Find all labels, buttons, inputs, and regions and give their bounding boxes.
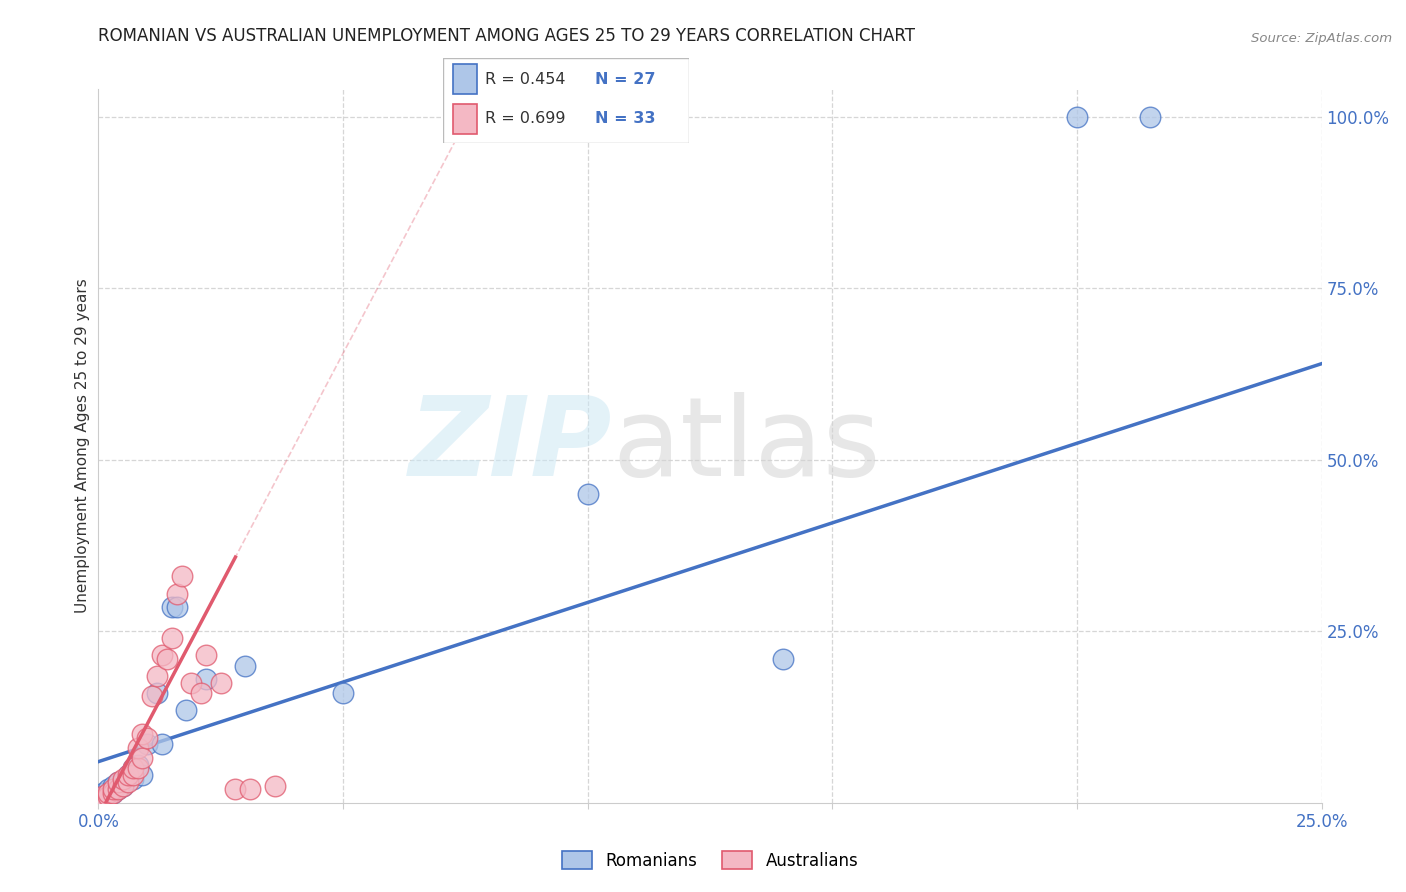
Point — [101, 779, 124, 793]
FancyBboxPatch shape — [443, 58, 689, 143]
Point — [224, 782, 246, 797]
Point — [107, 782, 129, 797]
Point — [131, 768, 153, 782]
Point — [117, 775, 139, 789]
Point — [127, 762, 149, 776]
Point — [97, 785, 120, 799]
Point — [233, 658, 256, 673]
Point — [131, 727, 153, 741]
Point — [195, 673, 218, 687]
Point — [195, 648, 218, 663]
Point — [160, 631, 183, 645]
Point — [131, 751, 153, 765]
Point — [332, 686, 354, 700]
Text: N = 33: N = 33 — [596, 112, 657, 127]
Point — [239, 782, 262, 797]
Text: N = 27: N = 27 — [596, 71, 657, 87]
Point — [136, 738, 159, 752]
Point — [156, 651, 179, 665]
Point — [97, 789, 120, 803]
Point — [127, 758, 149, 772]
Point — [136, 731, 159, 745]
Text: R = 0.454: R = 0.454 — [485, 71, 565, 87]
Point — [91, 789, 114, 803]
Point — [111, 779, 134, 793]
Point — [180, 675, 202, 690]
Point — [150, 738, 173, 752]
Point — [190, 686, 212, 700]
Point — [101, 782, 124, 797]
Point — [160, 600, 183, 615]
Point — [117, 768, 139, 782]
Point — [111, 779, 134, 793]
Point — [111, 775, 134, 789]
Point — [121, 762, 143, 776]
Text: ROMANIAN VS AUSTRALIAN UNEMPLOYMENT AMONG AGES 25 TO 29 YEARS CORRELATION CHART: ROMANIAN VS AUSTRALIAN UNEMPLOYMENT AMON… — [98, 27, 915, 45]
Point — [150, 648, 173, 663]
Point — [127, 740, 149, 755]
Point — [166, 586, 188, 600]
Point — [97, 789, 120, 803]
Point — [1139, 110, 1161, 124]
Text: Source: ZipAtlas.com: Source: ZipAtlas.com — [1251, 31, 1392, 45]
Point — [176, 703, 198, 717]
Point — [170, 569, 193, 583]
Point — [121, 772, 143, 786]
Point — [166, 600, 188, 615]
Point — [101, 785, 124, 799]
Point — [91, 785, 114, 799]
Point — [97, 782, 120, 797]
Point — [107, 775, 129, 789]
Point — [263, 779, 285, 793]
Point — [117, 768, 139, 782]
Point — [121, 768, 143, 782]
FancyBboxPatch shape — [453, 64, 478, 95]
Point — [121, 762, 143, 776]
Point — [209, 675, 232, 690]
Point — [107, 782, 129, 797]
Point — [91, 792, 114, 806]
Point — [146, 669, 169, 683]
Point — [111, 772, 134, 786]
Point — [107, 775, 129, 789]
Text: R = 0.699: R = 0.699 — [485, 112, 565, 127]
Text: atlas: atlas — [612, 392, 880, 500]
Y-axis label: Unemployment Among Ages 25 to 29 years: Unemployment Among Ages 25 to 29 years — [75, 278, 90, 614]
Point — [101, 785, 124, 799]
Point — [576, 487, 599, 501]
Point — [1066, 110, 1088, 124]
Point — [141, 690, 163, 704]
Legend: Romanians, Australians: Romanians, Australians — [555, 845, 865, 877]
Point — [772, 651, 794, 665]
Point — [146, 686, 169, 700]
FancyBboxPatch shape — [453, 103, 478, 134]
Text: ZIP: ZIP — [409, 392, 612, 500]
